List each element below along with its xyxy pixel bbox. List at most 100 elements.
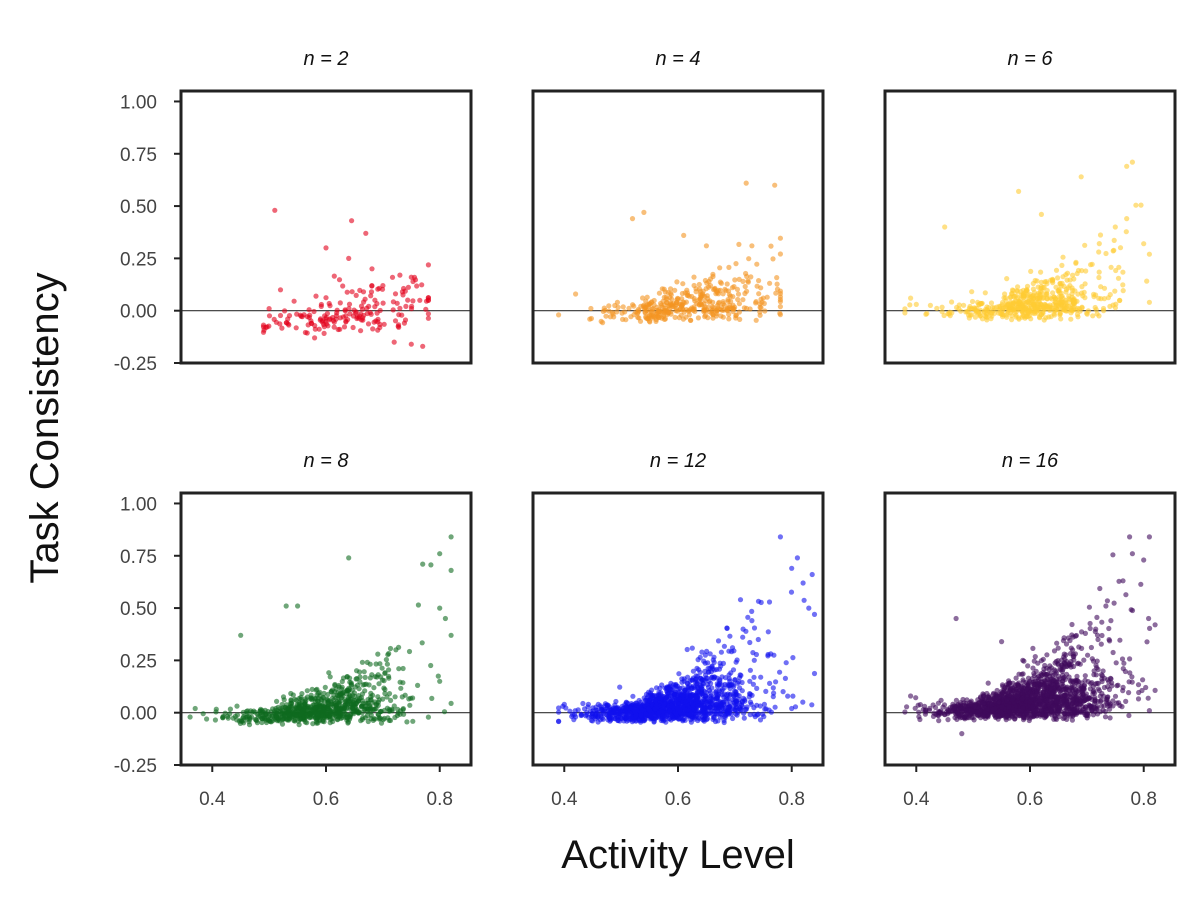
data-point: [1066, 303, 1072, 309]
data-point: [622, 309, 628, 315]
data-point: [302, 719, 308, 725]
data-point: [336, 277, 343, 283]
data-point: [674, 279, 680, 285]
y-tick-label: 1.00: [120, 92, 157, 113]
data-point: [299, 716, 305, 722]
data-point: [656, 290, 663, 296]
data-point: [379, 677, 385, 683]
data-point: [1013, 675, 1019, 681]
panel-frame: [179, 89, 473, 365]
data-point: [378, 720, 385, 726]
data-point: [298, 694, 304, 700]
data-point: [338, 695, 344, 701]
data-point: [1107, 292, 1113, 298]
data-point: [1133, 202, 1139, 208]
data-point: [1141, 241, 1147, 247]
data-point: [400, 665, 406, 672]
data-point: [765, 651, 771, 658]
data-point: [670, 713, 676, 720]
data-point: [1051, 648, 1058, 654]
data-point: [681, 232, 687, 238]
data-point: [401, 711, 407, 717]
data-point: [749, 618, 755, 624]
data-point: [603, 313, 609, 319]
data-point: [647, 690, 654, 696]
data-point: [1053, 267, 1060, 273]
data-point: [966, 715, 972, 721]
data-point: [1050, 290, 1056, 296]
data-point: [1060, 274, 1066, 280]
data-point: [718, 708, 724, 714]
data-point: [1112, 693, 1119, 699]
data-point: [323, 295, 329, 301]
data-point: [381, 321, 387, 327]
data-point: [1091, 672, 1097, 678]
data-point: [1049, 278, 1055, 284]
data-point: [1034, 675, 1040, 681]
data-point: [665, 310, 671, 316]
data-point: [1013, 707, 1019, 714]
data-point: [360, 289, 367, 295]
data-point: [1021, 658, 1027, 664]
data-point: [350, 692, 356, 698]
data-point: [1027, 312, 1033, 319]
data-point: [722, 714, 728, 720]
data-point: [344, 702, 350, 709]
data-point: [717, 265, 723, 271]
data-point: [902, 310, 908, 316]
data-point: [676, 315, 682, 321]
data-point: [633, 712, 639, 718]
data-point: [359, 306, 366, 312]
data-point: [1101, 296, 1107, 302]
data-point: [266, 313, 273, 319]
data-point: [268, 709, 274, 715]
data-point: [733, 704, 739, 710]
data-point: [969, 289, 975, 295]
data-point: [272, 207, 278, 213]
data-point: [1107, 715, 1113, 721]
data-point: [349, 289, 355, 295]
data-point: [368, 712, 374, 718]
data-point: [1094, 658, 1100, 664]
data-point: [1144, 639, 1150, 645]
data-point: [712, 718, 719, 725]
data-point: [939, 304, 945, 310]
data-point: [346, 255, 352, 261]
data-point: [686, 293, 692, 299]
data-point: [1124, 163, 1130, 169]
data-point: [398, 685, 404, 691]
data-point: [267, 718, 273, 724]
data-point: [1114, 700, 1120, 706]
data-point: [1143, 684, 1149, 691]
data-point: [736, 276, 742, 282]
data-point: [777, 310, 783, 316]
data-point: [1116, 264, 1122, 270]
data-point: [714, 692, 721, 698]
data-point: [738, 672, 744, 679]
data-point: [990, 690, 997, 696]
data-point: [360, 317, 366, 323]
data-point: [764, 294, 770, 300]
data-point: [902, 306, 908, 312]
data-point: [1037, 307, 1043, 314]
data-point: [364, 709, 371, 715]
data-point: [731, 700, 737, 706]
data-point: [373, 702, 379, 708]
data-point: [1067, 637, 1073, 644]
data-point: [989, 305, 996, 311]
data-point: [1054, 698, 1060, 704]
data-point: [777, 235, 784, 241]
data-point: [757, 703, 763, 709]
data-point: [380, 283, 386, 289]
data-point: [690, 668, 697, 674]
data-point: [1082, 242, 1088, 248]
data-point: [334, 310, 340, 316]
data-point: [234, 703, 240, 709]
data-point: [213, 706, 219, 712]
data-point: [358, 703, 365, 709]
data-point: [975, 309, 981, 315]
data-point: [1129, 674, 1135, 680]
data-point: [1122, 668, 1128, 675]
data-point: [1117, 637, 1123, 643]
